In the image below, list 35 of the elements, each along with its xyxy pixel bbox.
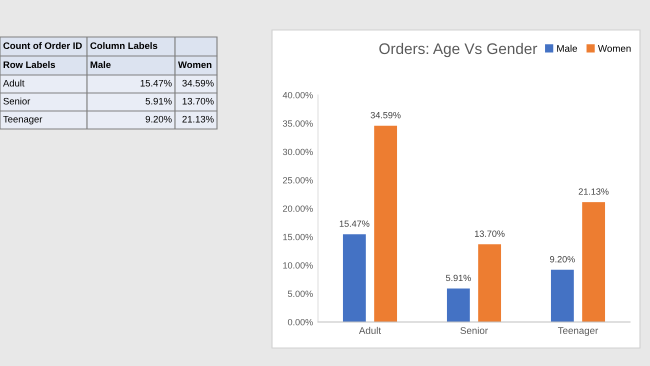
y-tick-label: 35.00% — [282, 120, 313, 127]
y-tick-label: 25.00% — [282, 177, 313, 184]
y-tick-label: 20.00% — [282, 205, 313, 212]
category-label: Teenager — [3, 116, 42, 124]
x-tick-label: Senior — [460, 326, 488, 334]
text: 5.91% — [146, 98, 172, 105]
data-label: 21.13% — [578, 188, 609, 195]
text: 34.59% — [182, 80, 214, 87]
y-tick-label: 30.00% — [282, 148, 313, 156]
y-tick-label: 15.00% — [283, 234, 313, 240]
y-tick-label: 5.00% — [288, 290, 313, 297]
category-label: Senior — [3, 98, 30, 105]
text: 15.47% — [140, 80, 172, 87]
text: Row Labels — [4, 61, 56, 68]
text: Women — [178, 61, 212, 68]
text: Count of Order ID — [3, 42, 82, 50]
y-tick-label: 0.00% — [288, 318, 313, 326]
x-tick-label: Teenager — [558, 327, 598, 336]
data-label: 5.91% — [446, 274, 471, 282]
text: Male — [90, 61, 111, 68]
y-tick-label: 10.00% — [283, 262, 313, 269]
text: Column Labels — [90, 42, 158, 50]
text: 21.13% — [182, 116, 214, 123]
legend-label: Women — [598, 45, 631, 52]
category-label: Adult — [3, 80, 24, 87]
x-tick-label: Adult — [358, 326, 382, 334]
data-label: 15.47% — [340, 220, 370, 227]
y-tick-label: 40.00% — [282, 92, 313, 98]
text: 13.70% — [182, 98, 214, 105]
chart-title: Orders: Age Vs Gender — [379, 42, 538, 58]
text: 9.20% — [146, 116, 172, 123]
data-label: 34.59% — [370, 112, 401, 118]
data-label: 9.20% — [550, 256, 575, 262]
legend-label: Male — [557, 44, 578, 52]
data-label: 13.70% — [474, 230, 505, 237]
